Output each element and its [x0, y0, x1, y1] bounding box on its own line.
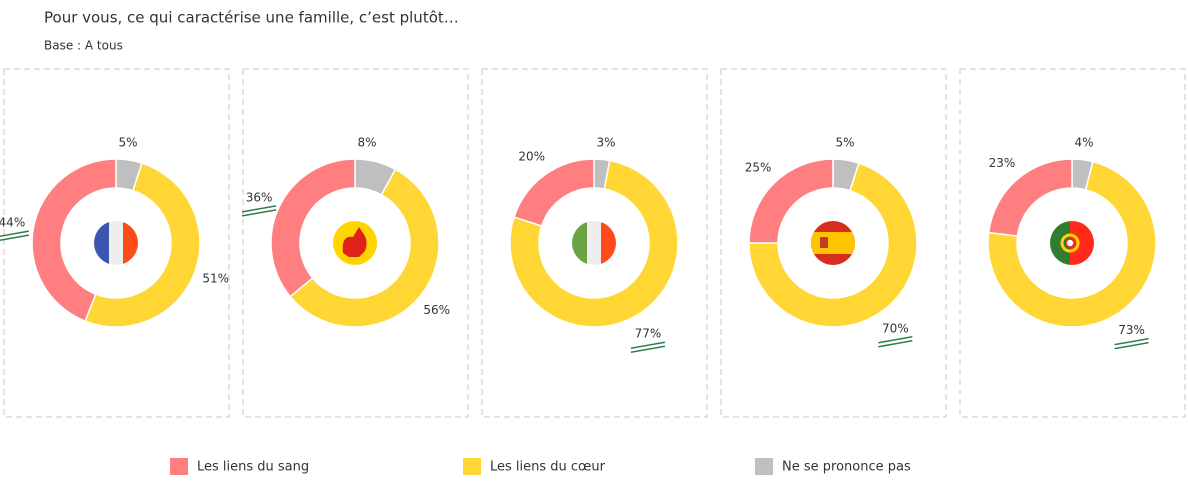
data-label: 3%	[596, 136, 615, 150]
chart-subtitle: Base : A tous	[44, 39, 123, 53]
legend-swatch	[170, 458, 188, 475]
flag	[572, 221, 616, 265]
highlight-mark	[241, 205, 277, 213]
flag	[94, 221, 109, 265]
donut-slice	[987, 160, 1157, 328]
highlight-mark	[630, 341, 666, 349]
donut-slice	[84, 162, 201, 328]
donut-slice	[513, 158, 595, 227]
flag	[1050, 221, 1094, 265]
data-label: 77%	[635, 327, 662, 341]
highlight-mark	[1114, 337, 1149, 346]
highlight-mark	[241, 209, 277, 217]
flag	[1060, 233, 1080, 253]
donut-slice	[289, 168, 440, 328]
panel	[481, 68, 708, 418]
legend-swatch	[755, 458, 773, 475]
data-label: 44%	[0, 216, 25, 230]
data-label: 4%	[1074, 136, 1093, 150]
panel	[720, 68, 947, 418]
highlight-mark	[0, 230, 30, 237]
legend-label: Les liens du sang	[197, 460, 309, 475]
donut-slice	[509, 159, 679, 328]
legend-label: Les liens du cœur	[490, 460, 606, 475]
highlight-mark	[0, 234, 30, 241]
data-label: 25%	[745, 161, 772, 175]
flag	[820, 237, 828, 248]
data-label: 51%	[202, 271, 229, 285]
donut-slice	[987, 158, 1073, 237]
data-label: 36%	[246, 190, 273, 204]
panel	[3, 68, 230, 418]
legend-swatch	[463, 458, 481, 475]
data-label: 8%	[357, 136, 376, 150]
data-label: 5%	[835, 136, 854, 150]
data-label: 56%	[423, 303, 450, 317]
data-label: 70%	[882, 321, 909, 335]
data-label: 5%	[118, 136, 137, 150]
flag	[123, 221, 138, 265]
flag	[342, 227, 367, 257]
panel	[242, 68, 469, 418]
legend-label: Ne se prononce pas	[782, 460, 911, 475]
highlight-mark	[878, 336, 913, 344]
flag	[811, 221, 855, 265]
flag	[811, 232, 855, 254]
flag	[1050, 221, 1070, 265]
panel	[959, 68, 1186, 418]
flag	[572, 221, 587, 265]
data-label: 23%	[989, 156, 1016, 170]
highlight-mark	[630, 345, 666, 353]
flag	[333, 221, 377, 265]
flag	[1065, 238, 1075, 248]
donut-slice	[748, 162, 918, 328]
data-label: 73%	[1118, 323, 1145, 337]
donut-slice	[748, 158, 834, 244]
flag	[94, 221, 138, 265]
flag	[601, 221, 616, 265]
donut-slice	[270, 158, 356, 298]
flag	[109, 221, 123, 265]
data-label: 20%	[518, 150, 545, 164]
highlight-mark	[1114, 341, 1149, 350]
flag	[587, 221, 601, 265]
donut-slice	[31, 158, 117, 323]
highlight-mark	[878, 340, 913, 348]
chart-title: Pour vous, ce qui caractérise une famill…	[44, 9, 459, 27]
